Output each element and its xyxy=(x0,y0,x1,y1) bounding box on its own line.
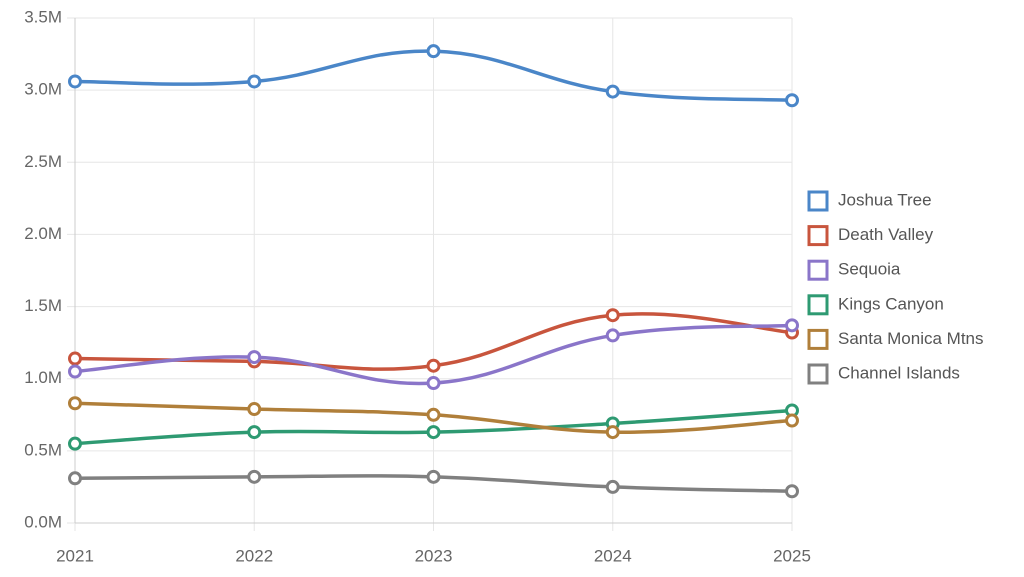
legend-text: Sequoia xyxy=(838,260,901,279)
data-point xyxy=(785,413,799,428)
data-point xyxy=(68,436,82,451)
data-point xyxy=(426,358,441,373)
y-tick-label: 2.5M xyxy=(24,152,62,171)
y-tick-label: 1.0M xyxy=(24,368,62,387)
legend-swatch xyxy=(807,294,829,316)
legend-swatch xyxy=(807,363,829,385)
data-point xyxy=(247,425,262,440)
y-tick-label: 1.5M xyxy=(24,296,62,315)
x-tick-label: 2021 xyxy=(56,546,94,565)
legend-text: Santa Monica Mtns xyxy=(838,329,984,348)
legend-text: Channel Islands xyxy=(838,363,960,382)
y-tick-label: 0.5M xyxy=(24,440,62,459)
data-point xyxy=(605,425,620,440)
y-tick-label: 0.0M xyxy=(24,512,62,531)
data-point xyxy=(785,93,799,108)
data-point xyxy=(785,484,799,499)
data-point xyxy=(605,479,620,494)
legend-swatch xyxy=(807,259,829,281)
data-point xyxy=(68,396,82,411)
y-tick-label: 3.5M xyxy=(24,7,62,26)
x-tick-label: 2025 xyxy=(773,546,811,565)
data-point xyxy=(426,44,441,59)
data-point xyxy=(605,308,620,323)
x-tick-label: 2022 xyxy=(235,546,273,565)
data-point xyxy=(247,402,262,417)
x-tick-label: 2023 xyxy=(415,546,453,565)
data-point xyxy=(785,318,799,333)
data-point xyxy=(426,407,441,422)
legend-swatch xyxy=(807,190,829,212)
data-point xyxy=(68,471,82,486)
legend-swatch xyxy=(807,328,829,350)
y-tick-label: 3.0M xyxy=(24,80,62,99)
legend-text: Death Valley xyxy=(838,225,934,244)
legend-text: Kings Canyon xyxy=(838,294,944,313)
data-point xyxy=(426,469,441,484)
data-point xyxy=(605,84,620,99)
x-tick-label: 2024 xyxy=(594,546,632,565)
data-point xyxy=(68,351,82,366)
data-point xyxy=(426,376,441,391)
data-point xyxy=(68,74,82,89)
y-tick-label: 2.0M xyxy=(24,224,62,243)
data-point xyxy=(247,350,262,365)
data-point xyxy=(68,364,82,379)
data-point xyxy=(247,469,262,484)
legend-swatch xyxy=(807,225,829,247)
data-point xyxy=(426,425,441,440)
legend-text: Joshua Tree xyxy=(838,190,932,209)
data-point xyxy=(247,74,262,89)
data-point xyxy=(605,328,620,343)
